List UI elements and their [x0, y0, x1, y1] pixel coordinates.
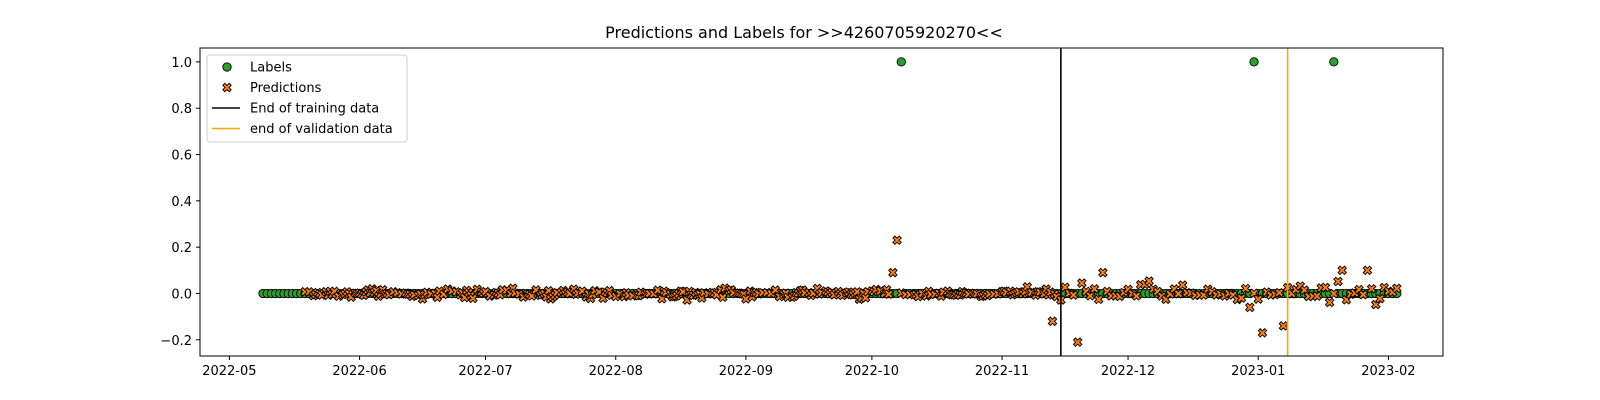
- x-tick-label: 2022-12: [1101, 364, 1155, 379]
- x-tick-label: 2022-09: [719, 364, 773, 379]
- y-tick-label: 1.0: [171, 56, 192, 71]
- prediction-point: [1089, 284, 1100, 294]
- prediction-point: [1328, 288, 1339, 299]
- prediction-point: [1047, 316, 1058, 327]
- x-tick-label: 2022-08: [589, 364, 643, 379]
- y-tick-label: −0.2: [160, 334, 192, 349]
- legend: Labels Predictions End of training data end…: [206, 54, 408, 143]
- x-tick-label: 2022-05: [202, 364, 256, 379]
- label-point: [1329, 57, 1339, 67]
- legend-labels-marker: [222, 62, 232, 72]
- prediction-point: [1131, 291, 1142, 301]
- prediction-point: [892, 235, 902, 246]
- x-tick-label: 2023-02: [1361, 364, 1415, 379]
- prediction-point: [1366, 283, 1377, 294]
- prediction-point: [1337, 265, 1348, 276]
- prediction-point: [1093, 294, 1104, 305]
- y-tick-label: 0.8: [171, 102, 192, 117]
- y-tick-label: 0.4: [171, 195, 192, 210]
- axes-border: [199, 47, 1444, 357]
- legend-entry-label: End of training data: [250, 102, 379, 117]
- prediction-point: [1098, 267, 1108, 278]
- y-tick-label: 0.2: [171, 241, 192, 256]
- legend-entry-label: end of validation data: [250, 122, 393, 137]
- x-tick-label: 2022-07: [458, 364, 512, 379]
- legend-predictions-marker: [222, 82, 232, 93]
- prediction-point: [717, 292, 728, 303]
- prediction-point: [888, 267, 898, 278]
- chart-marks: [258, 57, 1402, 347]
- chart-title: Predictions and Labels for >>42607059202…: [605, 23, 1003, 42]
- prediction-point: [1077, 278, 1087, 288]
- prediction-point: [883, 289, 894, 299]
- prediction-point: [1257, 328, 1268, 338]
- prediction-point: [1333, 276, 1343, 287]
- x-axis: 2022-05 2022-06 2022-07 2022-08 2022-09 2022-…: [202, 356, 1416, 379]
- prediction-point: [1173, 288, 1184, 299]
- prediction-point: [1312, 291, 1322, 301]
- vertical-lines: [1060, 48, 1289, 356]
- y-tick-label: 0.0: [171, 287, 192, 302]
- prediction-point: [1072, 337, 1083, 347]
- prediction-point: [1177, 280, 1188, 290]
- legend-box: [206, 54, 408, 143]
- legend-entry-label: Labels: [250, 61, 292, 76]
- prediction-point: [1358, 289, 1369, 300]
- x-tick-label: 2022-06: [332, 364, 386, 379]
- prediction-point: [1068, 290, 1079, 300]
- prediction-point: [1274, 287, 1285, 298]
- x-tick-label: 2022-11: [975, 364, 1029, 379]
- prediction-point: [1244, 302, 1255, 313]
- y-tick-label: 0.6: [171, 149, 192, 164]
- x-tick-label: 2022-10: [845, 364, 899, 379]
- prediction-point: [1362, 265, 1373, 276]
- label-point: [896, 57, 906, 67]
- prediction-point: [1144, 276, 1154, 286]
- label-point: [1249, 57, 1259, 67]
- prediction-point: [1320, 282, 1331, 293]
- y-axis: −0.2 0.0 0.2 0.4 0.6 0.8 1.0: [160, 56, 200, 349]
- prediction-point: [1324, 297, 1335, 308]
- legend-entry-label: Predictions: [250, 81, 322, 96]
- prediction-point: [1375, 293, 1385, 304]
- prediction-point: [1391, 283, 1402, 294]
- prediction-point: [1253, 294, 1264, 304]
- prediction-point: [1236, 293, 1247, 303]
- prediction-point: [1085, 290, 1096, 301]
- prediction-point: [468, 293, 478, 304]
- x-tick-label: 2023-01: [1231, 364, 1285, 379]
